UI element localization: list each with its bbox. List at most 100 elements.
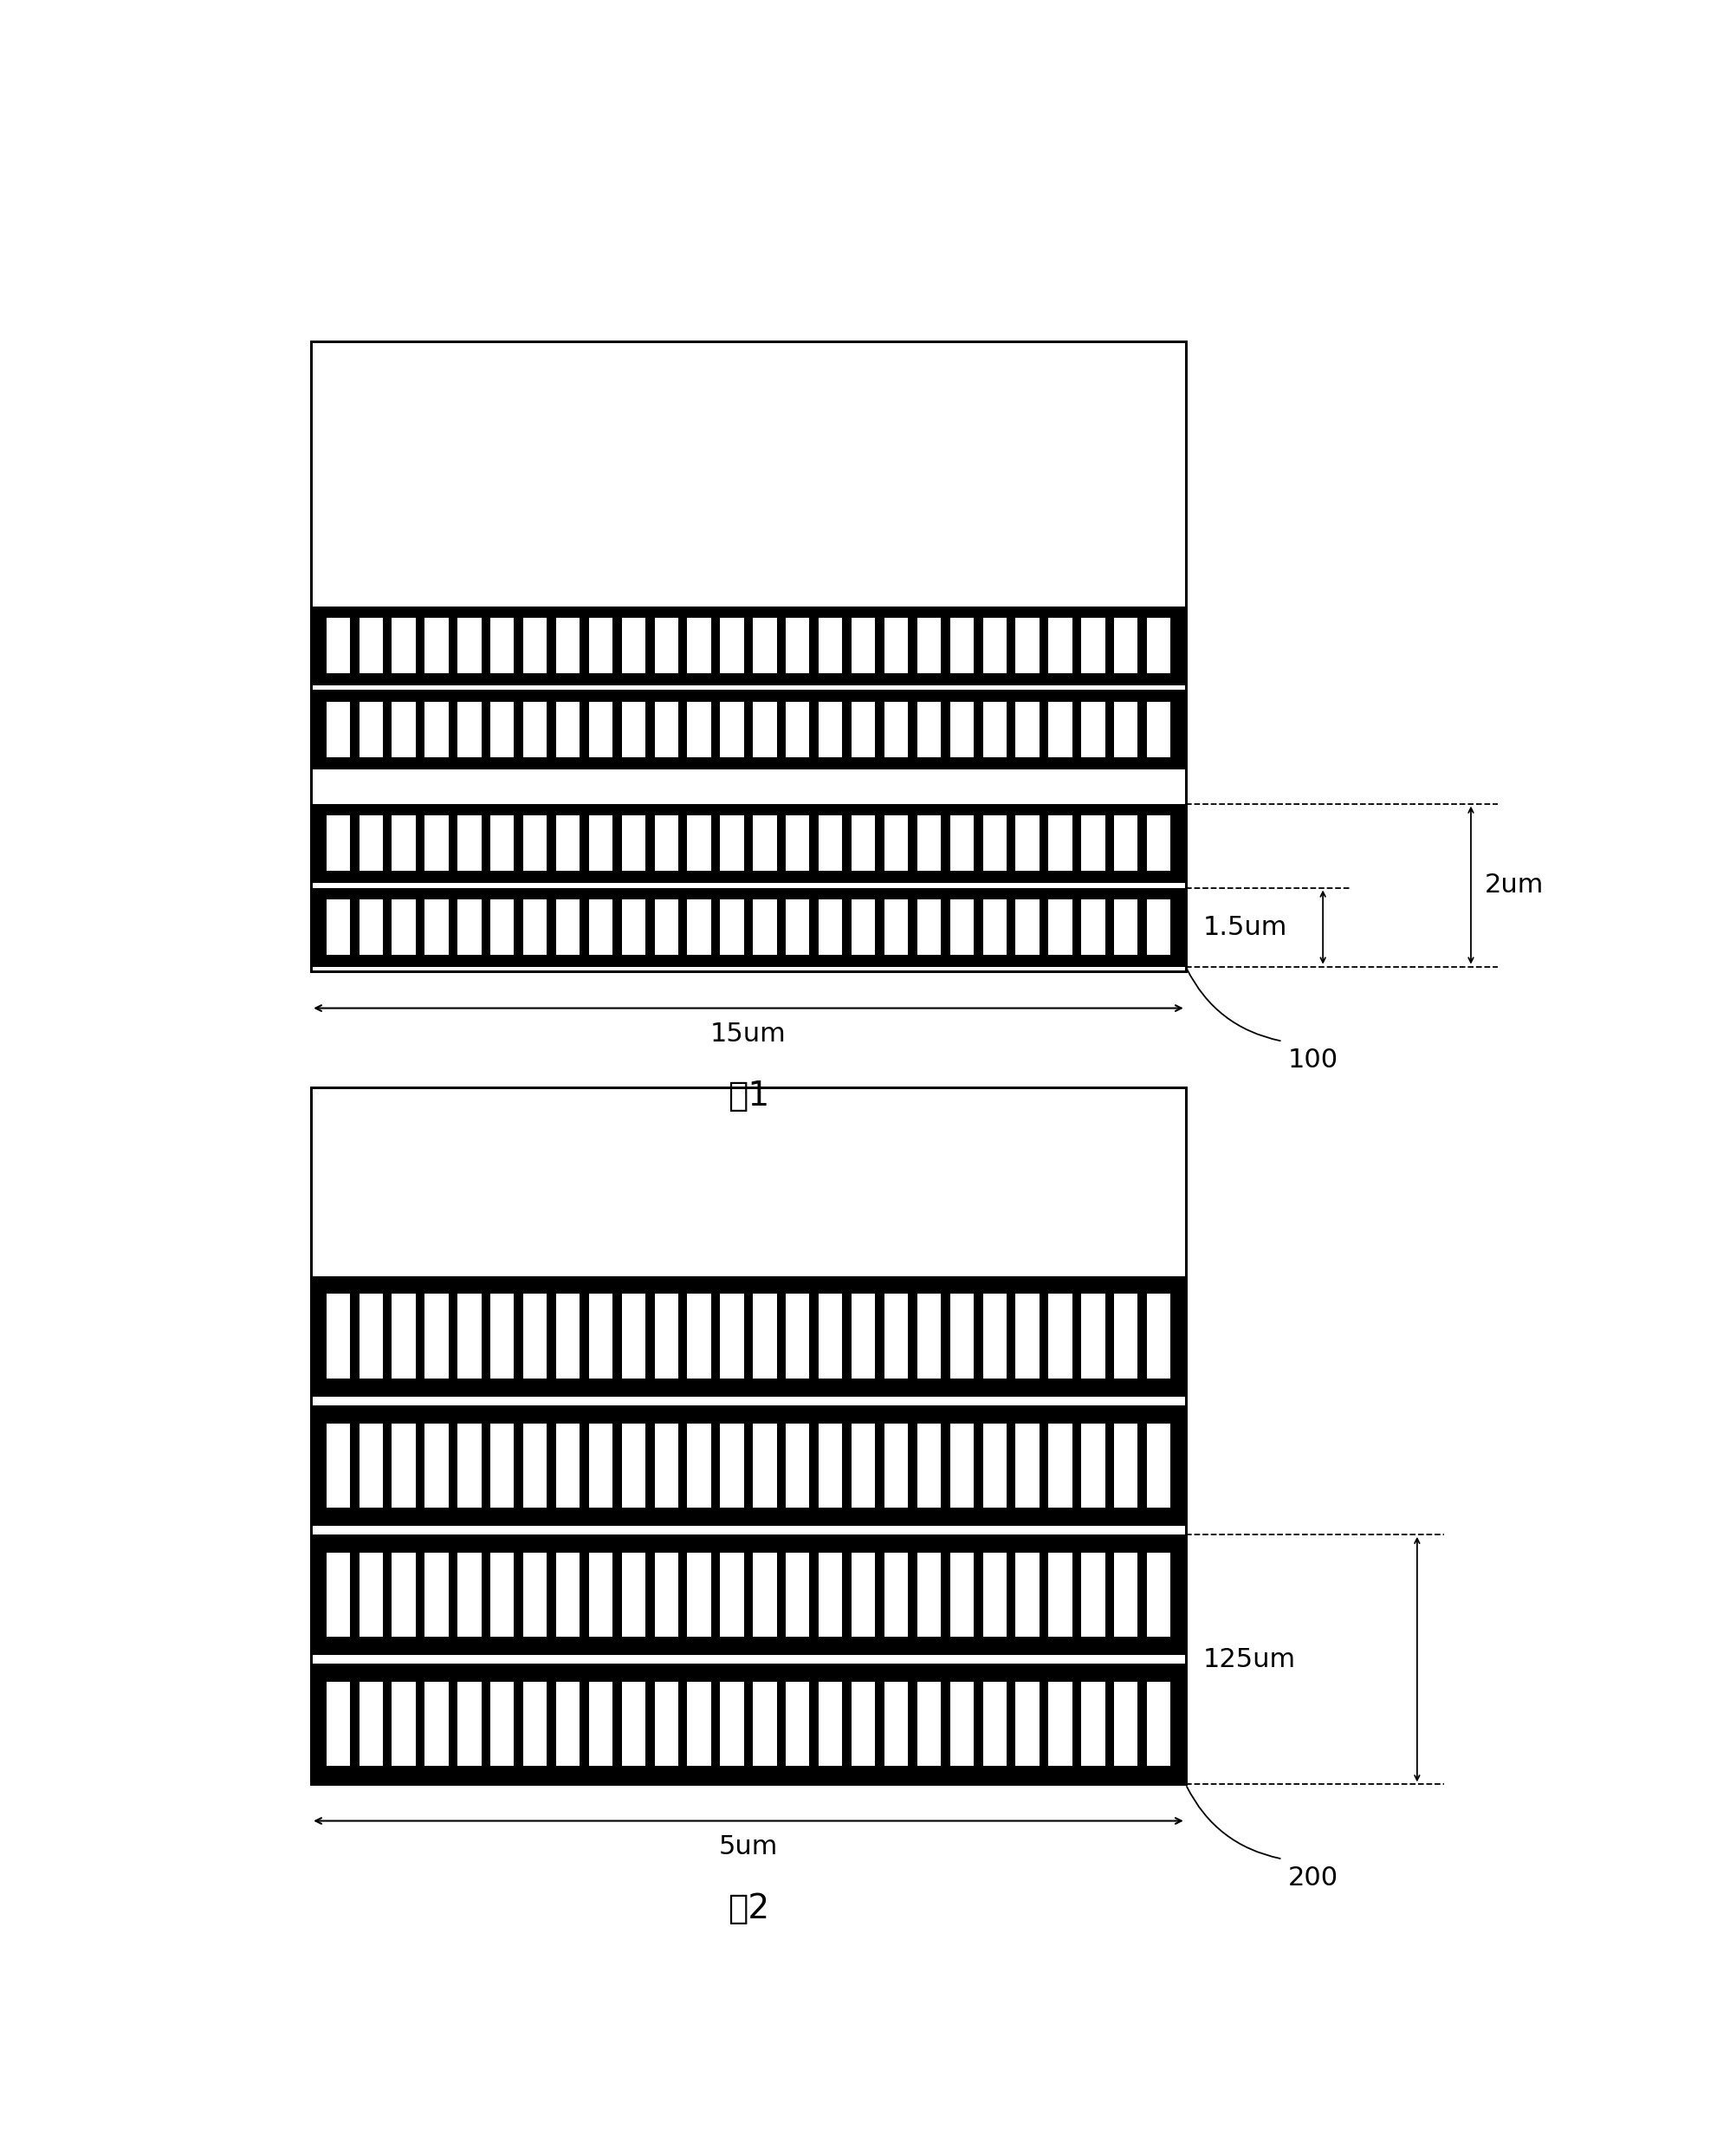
Text: 1.5um: 1.5um	[1203, 915, 1288, 939]
Bar	[819, 1295, 842, 1379]
Bar	[1082, 702, 1104, 758]
Bar	[720, 900, 743, 954]
Bar	[1049, 618, 1073, 674]
Bar	[1049, 702, 1073, 758]
Bar	[1016, 1424, 1040, 1508]
Bar	[720, 1553, 743, 1637]
Bar	[621, 618, 646, 674]
Bar	[523, 816, 547, 870]
Bar	[1147, 1424, 1170, 1508]
Bar	[786, 1682, 809, 1766]
Bar	[392, 618, 415, 674]
Bar	[1115, 618, 1137, 674]
Bar	[917, 1424, 941, 1508]
Bar	[786, 1295, 809, 1379]
Text: 5um: 5um	[719, 1835, 778, 1859]
Bar	[1147, 1295, 1170, 1379]
Bar	[359, 618, 382, 674]
Bar	[490, 1682, 514, 1766]
Bar	[654, 1682, 679, 1766]
Bar	[1049, 1424, 1073, 1508]
Bar	[1082, 1553, 1104, 1637]
Bar	[654, 1295, 679, 1379]
Bar	[1115, 1553, 1137, 1637]
Bar	[425, 1553, 448, 1637]
Bar	[687, 1295, 712, 1379]
Bar	[786, 1553, 809, 1637]
Bar	[950, 900, 974, 954]
Bar	[1016, 1682, 1040, 1766]
Bar	[786, 618, 809, 674]
Bar	[950, 1682, 974, 1766]
Bar	[687, 1553, 712, 1637]
Bar	[311, 342, 1186, 971]
Bar	[687, 702, 712, 758]
Bar	[392, 1682, 415, 1766]
Bar	[311, 605, 1186, 685]
Bar	[589, 1424, 613, 1508]
Bar	[458, 702, 481, 758]
Bar	[917, 702, 941, 758]
Bar	[359, 1682, 382, 1766]
Text: 100: 100	[1288, 1047, 1338, 1073]
Bar	[884, 1682, 908, 1766]
Bar	[917, 1682, 941, 1766]
Bar	[917, 1553, 941, 1637]
Bar	[983, 618, 1007, 674]
Bar	[983, 1295, 1007, 1379]
Bar	[687, 900, 712, 954]
Bar	[621, 1553, 646, 1637]
Bar	[1115, 1424, 1137, 1508]
Bar	[458, 816, 481, 870]
Bar	[654, 816, 679, 870]
Bar	[392, 1295, 415, 1379]
Bar	[556, 816, 580, 870]
Bar	[359, 702, 382, 758]
Bar	[523, 1682, 547, 1766]
Text: 15um: 15um	[710, 1021, 786, 1047]
Bar	[852, 1682, 875, 1766]
Bar	[359, 816, 382, 870]
Bar	[621, 1295, 646, 1379]
Bar	[556, 900, 580, 954]
Bar	[1082, 816, 1104, 870]
Bar	[1147, 1553, 1170, 1637]
Bar	[983, 1553, 1007, 1637]
Bar	[311, 1088, 1186, 1784]
Bar	[1016, 900, 1040, 954]
Text: 图1: 图1	[727, 1079, 769, 1111]
Text: 2um: 2um	[1484, 872, 1543, 898]
Bar	[556, 702, 580, 758]
Bar	[1147, 618, 1170, 674]
Bar	[852, 1295, 875, 1379]
Bar	[311, 1663, 1186, 1784]
Bar	[687, 816, 712, 870]
Bar	[359, 900, 382, 954]
Bar	[1115, 900, 1137, 954]
Bar	[326, 1295, 351, 1379]
Bar	[917, 618, 941, 674]
Bar	[490, 816, 514, 870]
Bar	[621, 1682, 646, 1766]
Bar	[983, 1682, 1007, 1766]
Bar	[326, 1682, 351, 1766]
Bar	[983, 900, 1007, 954]
Bar	[490, 702, 514, 758]
Bar	[589, 1295, 613, 1379]
Bar	[786, 1424, 809, 1508]
Bar	[458, 1553, 481, 1637]
Bar	[654, 702, 679, 758]
Bar	[753, 1682, 776, 1766]
Bar	[1147, 702, 1170, 758]
Bar	[359, 1424, 382, 1508]
Bar	[425, 618, 448, 674]
Bar	[950, 816, 974, 870]
Bar	[589, 900, 613, 954]
Bar	[458, 900, 481, 954]
Bar	[392, 1424, 415, 1508]
Text: 200: 200	[1288, 1865, 1338, 1891]
Bar	[425, 1682, 448, 1766]
Bar	[311, 1534, 1186, 1654]
Bar	[753, 1424, 776, 1508]
Bar	[884, 618, 908, 674]
